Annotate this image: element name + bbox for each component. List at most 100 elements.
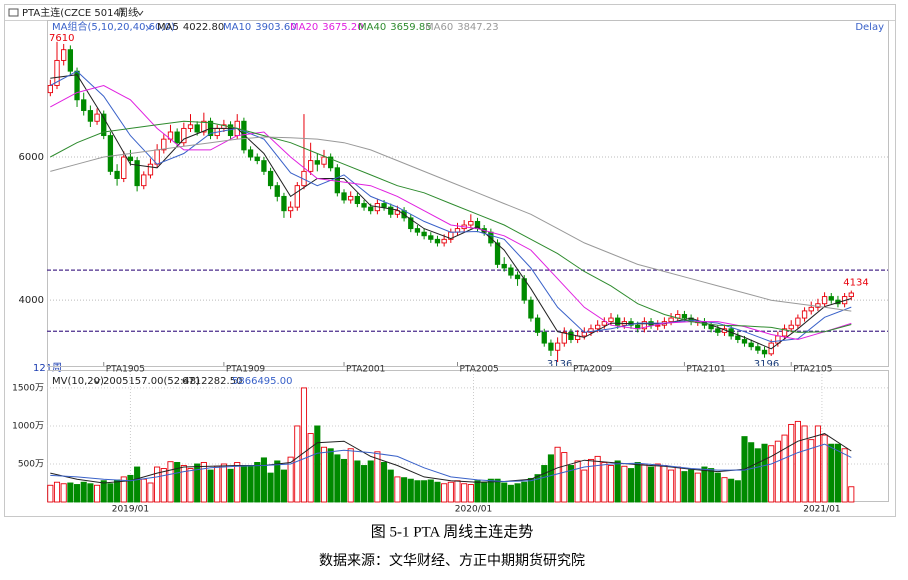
volume-bar xyxy=(87,483,94,503)
volume-bar xyxy=(220,463,227,503)
candle-body xyxy=(381,203,387,208)
volume-bar xyxy=(774,440,781,503)
volume-bar xyxy=(134,466,141,503)
volume-bar xyxy=(140,478,147,503)
volume-bar xyxy=(160,468,167,503)
candle-body xyxy=(588,328,594,333)
frame xyxy=(4,4,896,517)
volume-bar xyxy=(94,484,101,503)
volume-bar xyxy=(207,469,214,503)
volume-bar xyxy=(607,465,615,503)
period[interactable]: 周线 xyxy=(118,6,138,19)
volume-tick-label: 500万 xyxy=(18,459,44,469)
contract-label: PTA2101 xyxy=(686,365,725,375)
volume-bar xyxy=(561,452,568,503)
candle-body xyxy=(755,346,761,351)
volume-bar xyxy=(801,425,808,503)
volume-bar xyxy=(614,460,621,503)
period-chevron[interactable] xyxy=(136,10,144,16)
candle-body xyxy=(261,160,267,172)
ma-line xyxy=(50,136,852,312)
volume-bar xyxy=(214,465,221,503)
volume-bar xyxy=(107,483,114,503)
candle-body xyxy=(608,317,614,323)
volume-bar xyxy=(401,477,408,503)
volume-bar xyxy=(567,465,575,503)
volume-bar xyxy=(334,454,341,503)
candle-body xyxy=(54,59,60,86)
volume-bar xyxy=(73,484,81,503)
legend-entry: MA60 3847.23 xyxy=(425,22,499,33)
candle-body xyxy=(615,317,621,326)
candle-body xyxy=(408,217,414,230)
volume-bar xyxy=(708,468,715,503)
legend-entry: MA10 3903.60 xyxy=(223,22,297,33)
volume-bar xyxy=(481,481,488,503)
candle-body xyxy=(94,113,100,122)
candle-body xyxy=(501,263,507,269)
candle-body xyxy=(147,163,154,176)
volume-bar xyxy=(227,468,234,503)
volume-bar xyxy=(114,479,121,503)
candle-body xyxy=(681,314,688,319)
candle-body xyxy=(134,160,140,187)
candle-body xyxy=(368,206,374,212)
candle-body xyxy=(788,324,794,330)
annotation-low: 3196 xyxy=(754,359,779,370)
volume-bar xyxy=(547,454,554,503)
candle-body xyxy=(67,49,74,72)
delay: Delay xyxy=(855,22,884,33)
volume-bar xyxy=(788,423,795,503)
x-tick-label: 2021/01 xyxy=(803,505,840,515)
volume-bar xyxy=(320,446,328,503)
candle-body xyxy=(795,317,801,326)
candle-body xyxy=(101,113,107,137)
symbol[interactable]: PTA主连(CZCE 5014) xyxy=(22,6,124,19)
candle-body xyxy=(508,267,514,276)
x-tick-label: 2019/01 xyxy=(112,505,149,515)
volume-bar xyxy=(701,466,708,503)
candle-body xyxy=(47,85,53,94)
legend-entry: MA40 3659.85 xyxy=(358,22,432,33)
ma-line xyxy=(50,74,852,350)
indicator-chevron[interactable] xyxy=(145,24,153,30)
candle-body xyxy=(281,195,287,212)
volume-bar xyxy=(60,483,67,503)
contract-label: PTA2105 xyxy=(793,365,832,375)
candle-body xyxy=(641,321,648,330)
volume-bar xyxy=(154,466,161,503)
annotation-low: 3136 xyxy=(547,359,572,370)
volume-bar xyxy=(407,478,414,503)
volume-bar xyxy=(200,462,207,503)
volume-bar xyxy=(394,476,401,503)
candle-body xyxy=(187,124,194,129)
volume-chevron[interactable] xyxy=(93,378,101,384)
volume-bar xyxy=(300,387,308,503)
indicator-label[interactable]: MA组合(5,10,20,40,60,0) xyxy=(52,20,175,33)
volume-bar xyxy=(621,465,628,503)
volume-bar xyxy=(327,448,334,503)
candle-body xyxy=(247,149,254,158)
candle-body xyxy=(361,203,367,208)
volume-bar xyxy=(120,476,127,503)
volume-bar xyxy=(474,480,481,503)
volume-bar xyxy=(234,462,241,503)
candle-body xyxy=(348,195,354,201)
volume-bar xyxy=(147,482,154,503)
candle-body xyxy=(801,310,808,319)
volume-label[interactable]: MV(10,20) xyxy=(52,376,104,387)
volume-bar xyxy=(501,482,508,503)
volume-bar xyxy=(768,445,775,503)
volume-bar xyxy=(240,465,247,503)
volume-bar xyxy=(174,462,181,503)
candle-body xyxy=(267,170,274,187)
candle-body xyxy=(715,328,721,333)
volume-bar xyxy=(194,463,201,503)
volume-bar xyxy=(354,460,361,503)
ma-line xyxy=(50,84,852,341)
contract-label: PTA2009 xyxy=(573,365,613,375)
candle-body xyxy=(568,331,574,340)
candle-body xyxy=(848,292,854,298)
volume-bar xyxy=(721,477,728,503)
candle-body xyxy=(314,160,320,165)
